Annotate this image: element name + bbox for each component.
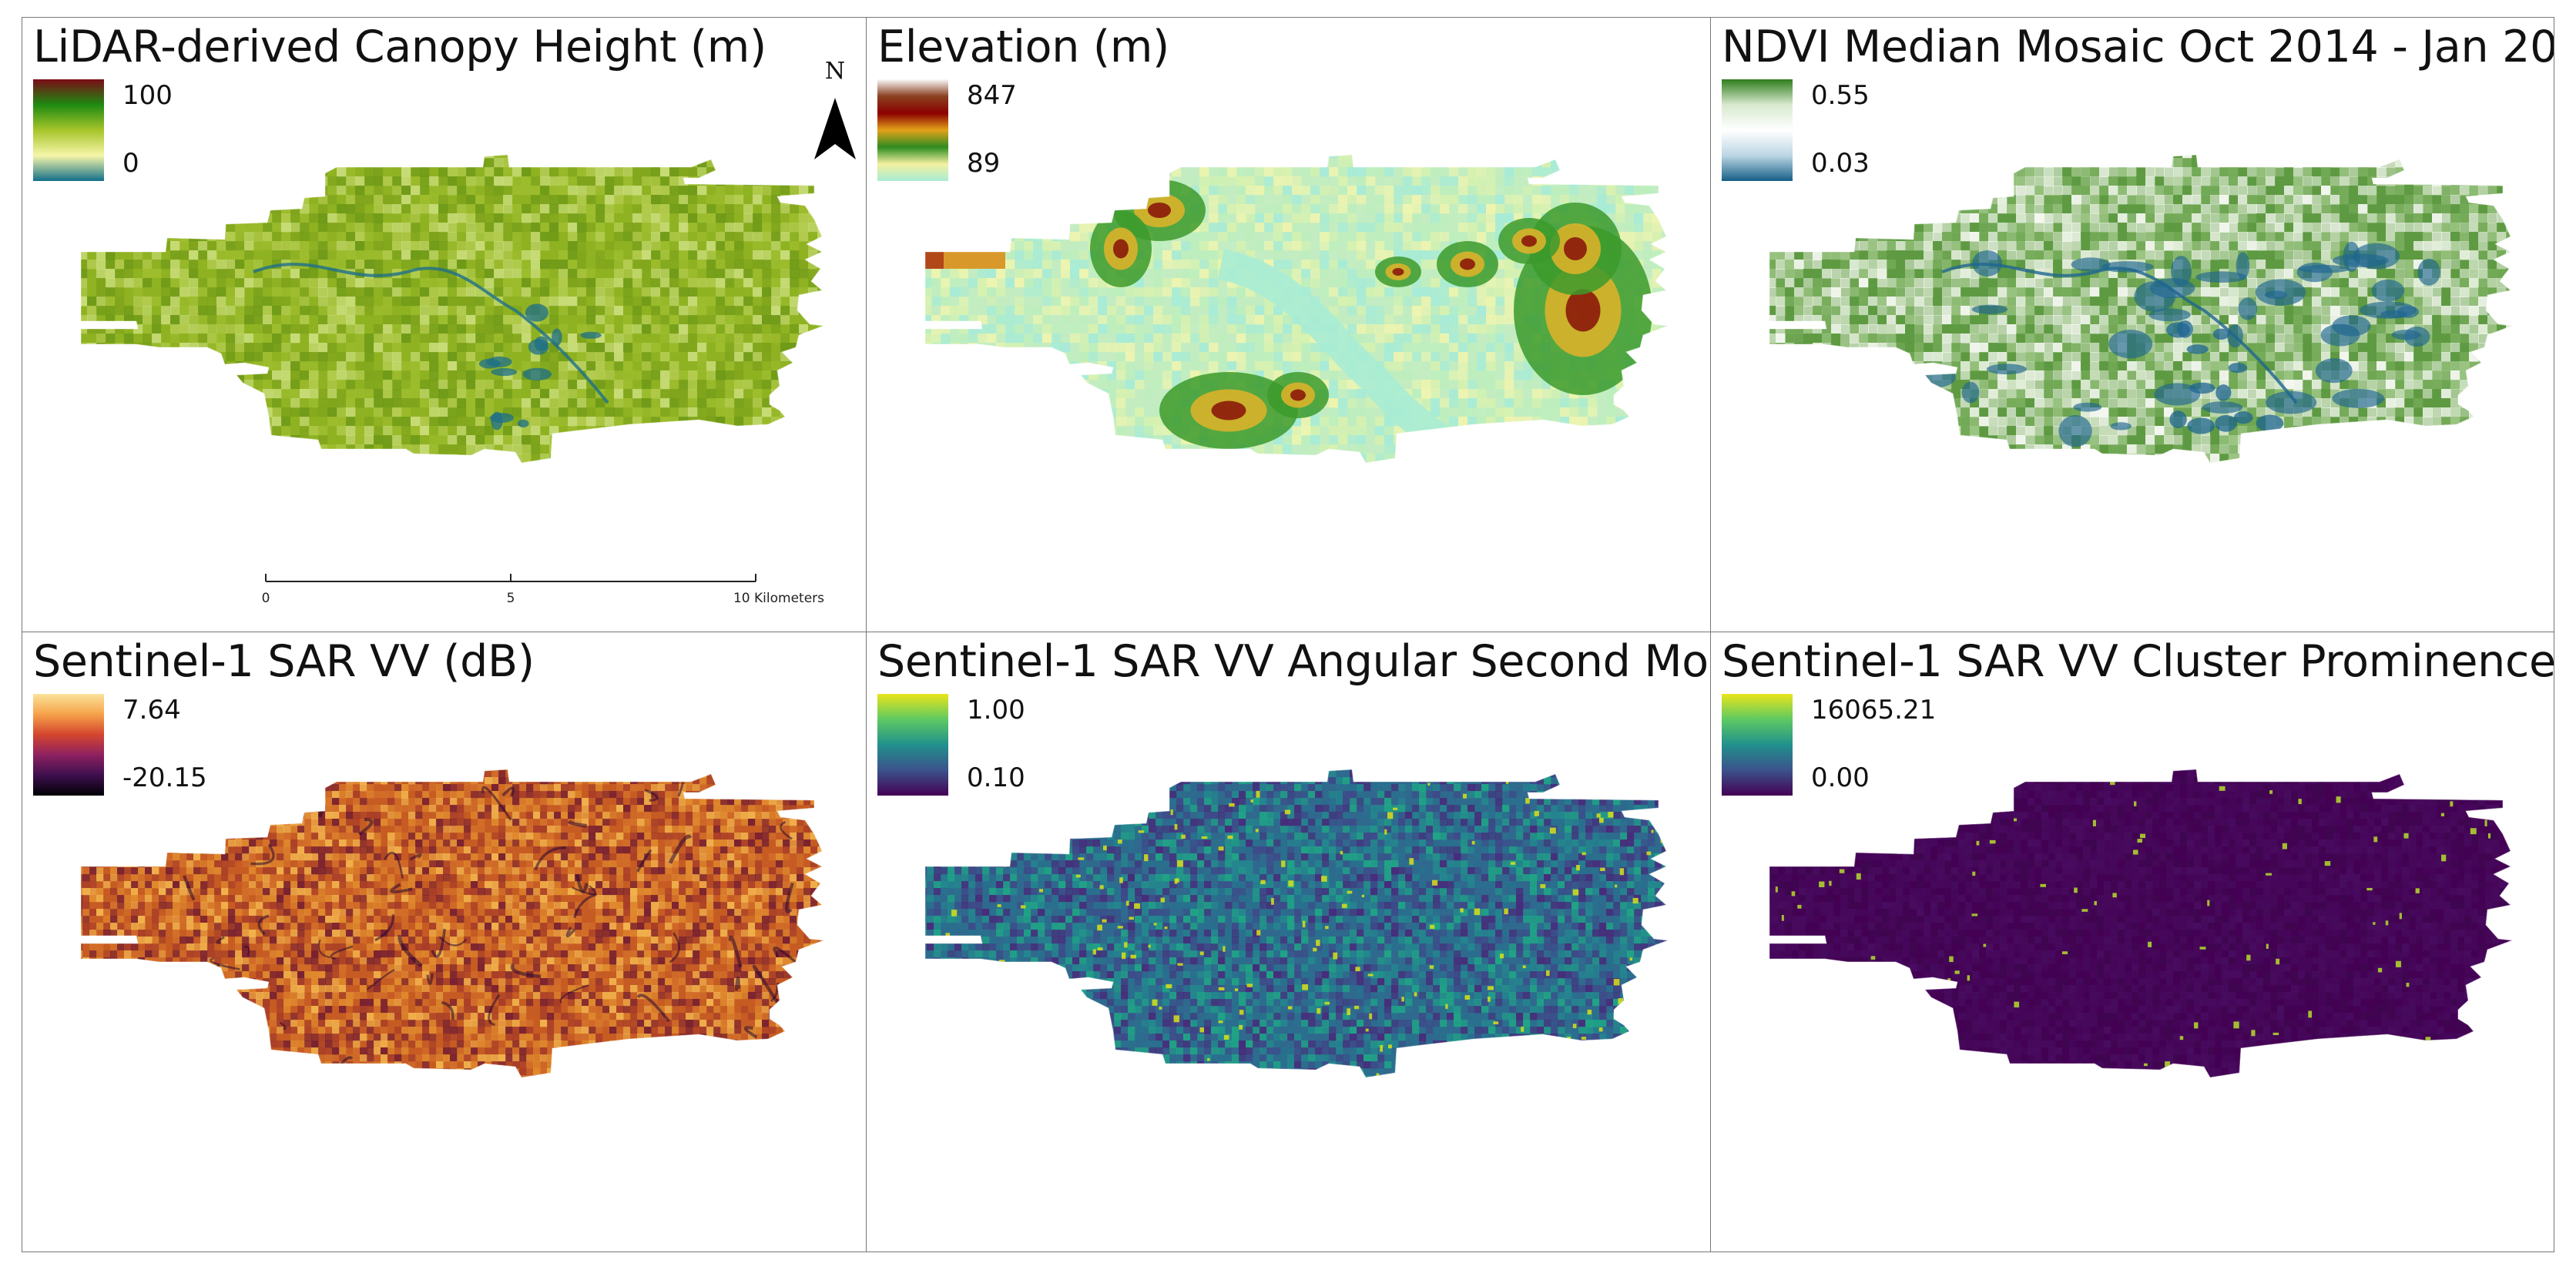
- panel-elevation: Elevation (m) 847 89: [866, 17, 1712, 633]
- map-sar-vv: [80, 769, 824, 1078]
- map-elevation: [924, 154, 1669, 464]
- panel-title: Elevation (m): [877, 22, 1169, 73]
- legend-max-label: 16065.21: [1811, 697, 1936, 723]
- map-sar-asm: [924, 769, 1669, 1078]
- panel-ndvi: NDVI Median Mosaic Oct 2014 - Jan 2015 0…: [1710, 17, 2554, 633]
- scale-tick-5: 5: [507, 591, 515, 606]
- scale-bar: 0 5 10 Kilometers: [240, 565, 825, 618]
- legend-color-ramp: [877, 694, 948, 796]
- north-arrow-icon: N: [808, 58, 862, 166]
- legend-color-ramp: [33, 694, 104, 796]
- map-sar-cluster-prominence: [1769, 769, 2513, 1078]
- legend-max-label: 847: [967, 82, 1017, 109]
- legend-color-ramp: [1722, 694, 1793, 796]
- legend-color-ramp: [877, 79, 948, 181]
- panel-title: NDVI Median Mosaic Oct 2014 - Jan 2015: [1722, 22, 2554, 73]
- legend-min-label: 0.03: [1811, 150, 1870, 176]
- panel-sar-cluster-prominence: Sentinel-1 SAR VV Cluster Prominence 160…: [1710, 632, 2554, 1252]
- legend-color-ramp: [33, 79, 104, 181]
- panel-title: Sentinel-1 SAR VV Angular Second Moment: [877, 636, 1711, 688]
- legend-min-label: -20.15: [122, 765, 207, 791]
- north-label: N: [808, 58, 862, 85]
- panel-title: Sentinel-1 SAR VV (dB): [33, 636, 535, 688]
- panel-sar-asm: Sentinel-1 SAR VV Angular Second Moment …: [866, 632, 1712, 1252]
- panel-title: LiDAR-derived Canopy Height (m): [33, 22, 766, 73]
- legend-min-label: 0.00: [1811, 765, 1870, 791]
- legend-min-label: 0: [122, 150, 139, 176]
- map-canopy-height: [80, 154, 824, 464]
- legend-max-label: 7.64: [122, 697, 181, 723]
- north-arrow-shape: [814, 98, 856, 159]
- scale-tick-10: 10 Kilometers: [733, 591, 824, 606]
- scale-tick-0: 0: [262, 591, 270, 606]
- legend-max-label: 100: [122, 82, 173, 109]
- map-ndvi: [1769, 154, 2513, 464]
- scale-bar-line: [265, 574, 756, 582]
- legend-min-label: 0.10: [967, 765, 1025, 791]
- legend-min-label: 89: [967, 150, 1000, 176]
- panel-canopy-height: LiDAR-derived Canopy Height (m) 100 0 N …: [22, 17, 867, 633]
- panel-title: Sentinel-1 SAR VV Cluster Prominence: [1722, 636, 2554, 688]
- legend-max-label: 0.55: [1811, 82, 1870, 109]
- legend-color-ramp: [1722, 79, 1793, 181]
- legend-max-label: 1.00: [967, 697, 1025, 723]
- panel-sar-vv: Sentinel-1 SAR VV (dB) 7.64 -20.15: [22, 632, 867, 1252]
